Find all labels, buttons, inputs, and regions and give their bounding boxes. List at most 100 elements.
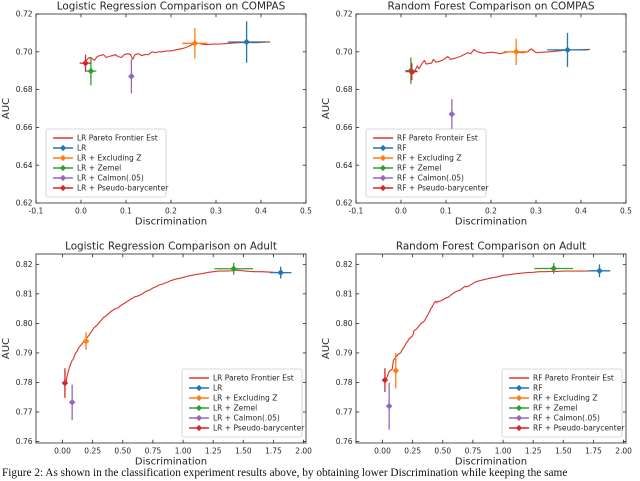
legend-label: RF [397, 144, 407, 153]
x-tick-label: -0.1 [29, 207, 44, 216]
x-tick-label: 0.3 [210, 207, 222, 216]
data-point-marker [448, 110, 456, 118]
legend-marker-swatch [59, 174, 67, 182]
x-tick-label: 1.75 [585, 447, 602, 456]
x-tick-label: 1.00 [175, 447, 192, 456]
legend-marker-swatch [195, 424, 203, 432]
legend-label: LR [77, 144, 86, 153]
legend-label: RF + Pseudo-barycenter [397, 184, 489, 193]
x-axis: -0.1 0.0 0.1 0.2 0.3 0.4 0.5 Discrimination [349, 14, 632, 228]
legend-label: RF + Excluding Z [533, 394, 597, 403]
legend-marker-swatch [195, 404, 203, 412]
legend-marker-swatch [195, 384, 203, 392]
legend-box [181, 368, 303, 438]
chart-lr-adult: 0.00 0.25 0.50 0.75 1.00 1.25 1.50 1.75 2.00 Disc… [1, 241, 312, 468]
legend-label: RF [533, 384, 543, 393]
legend-marker-swatch [515, 414, 523, 422]
chart-lr-compas: -0.1 0.0 0.1 0.2 0.3 0.4 0.5 Discrimination 0.62… [1, 1, 312, 228]
x-tick-label: 1.50 [235, 447, 252, 456]
x-tick-label: -0.1 [349, 207, 364, 216]
data-point-marker [277, 269, 284, 276]
x-tick-label: 0.1 [120, 207, 132, 216]
plot-border [355, 253, 627, 444]
y-tick-label: 0.62 [336, 199, 353, 208]
legend-label: RF + Pseudo-barycenter [533, 424, 625, 433]
legend-label: LR + Excluding Z [213, 394, 277, 403]
legend-label: LR + Excluding Z [77, 154, 141, 163]
y-tick-label: 0.64 [336, 161, 353, 170]
legend-marker-swatch [515, 384, 523, 392]
data-point-marker [128, 73, 135, 80]
legend-marker-swatch [515, 394, 523, 402]
legend-marker-swatch [59, 184, 67, 192]
x-tick-label: 0.1 [440, 207, 452, 216]
series-lr-zemel [85, 56, 97, 86]
x-tick-label: 0.3 [530, 207, 542, 216]
data-point-marker [385, 402, 393, 410]
legend-label: RF + Calmon(.05) [533, 414, 600, 423]
y-tick-label: 0.77 [336, 408, 353, 417]
y-tick-label: 0.66 [336, 123, 353, 132]
y-axis-label: AUC [1, 338, 12, 359]
x-tick-label: 0.75 [465, 447, 482, 456]
data-point-marker [381, 376, 389, 384]
series-lr-calmon-05- [68, 384, 76, 420]
plot-border [35, 253, 307, 444]
series-rf-pseudo-barycenter [405, 63, 418, 81]
series-lr-pseudo-barycenter [61, 368, 69, 398]
legend-label: RF + Excluding Z [397, 154, 461, 163]
data-point-marker [550, 265, 557, 272]
y-tick-label: 0.62 [16, 199, 33, 208]
legend-label: LR + Zemel [213, 404, 257, 413]
y-tick-label: 0.79 [336, 349, 353, 358]
legend-box [45, 128, 167, 198]
x-tick-label: 0.75 [145, 447, 162, 456]
data-point-marker [191, 39, 199, 47]
data-point-marker [82, 59, 89, 67]
chart-title: Random Forest Comparison on COMPAS [388, 1, 595, 13]
y-tick-label: 0.72 [16, 10, 33, 19]
x-tick-label: 0.2 [165, 207, 177, 216]
x-tick-label: 2.00 [615, 447, 632, 456]
legend-marker-swatch [195, 414, 203, 422]
y-axis: 0.76 0.77 0.78 0.79 0.80 0.81 0.82 [336, 260, 626, 446]
y-tick-label: 0.68 [16, 85, 33, 94]
y-axis: 0.62 0.64 0.66 0.68 0.70 0.72 [16, 10, 306, 208]
data-point-marker [230, 265, 237, 273]
pareto-frontier-line [84, 41, 270, 64]
y-tick-label: 0.68 [336, 85, 353, 94]
legend-marker-swatch [379, 174, 387, 182]
legend-marker-swatch [59, 144, 67, 152]
x-axis: 0.00 0.25 0.50 0.75 1.00 1.25 1.50 1.75 2.00 Disc… [374, 254, 632, 468]
legend-label: RF Pareto Fronteir Est [533, 374, 614, 383]
y-tick-label: 0.78 [336, 378, 353, 387]
y-tick-label: 0.81 [16, 289, 33, 298]
legend-label: LR Pareto Frontier Est [213, 374, 294, 383]
chart-title: Logistic Regression Comparison on Adult [65, 241, 277, 253]
series-rf-pseudo-barycenter [381, 368, 389, 392]
y-tick-label: 0.81 [336, 289, 353, 298]
x-tick-label: 0.00 [54, 447, 71, 456]
x-tick-label: 0.2 [485, 207, 497, 216]
x-tick-label: 0.4 [255, 207, 267, 216]
series-lr [227, 21, 266, 63]
y-tick-label: 0.77 [16, 408, 33, 417]
figure-caption: Figure 2: As shown in the classification… [2, 467, 568, 479]
x-axis: -0.1 0.0 0.1 0.2 0.3 0.4 0.5 Discrimination [29, 14, 312, 228]
legend-label: RF + Zemel [397, 164, 441, 173]
x-axis-label: Discrimination [455, 217, 527, 228]
y-axis-label: AUC [321, 338, 332, 359]
pareto-frontier-line [409, 48, 590, 75]
data-point-marker [68, 398, 76, 406]
series-lr-pseudo-barycenter [79, 54, 92, 72]
x-tick-label: 0.50 [434, 447, 451, 456]
y-tick-label: 0.76 [16, 437, 33, 446]
y-tick-label: 0.70 [336, 47, 353, 56]
legend-label: LR + Pseudo-barycenter [77, 184, 169, 193]
series-rf-calmon-05- [385, 382, 393, 430]
legend-box [501, 368, 623, 438]
x-tick-label: 0.5 [620, 207, 632, 216]
legend-label: LR Pareto Frontier Est [77, 134, 158, 143]
y-tick-label: 0.64 [16, 161, 33, 170]
